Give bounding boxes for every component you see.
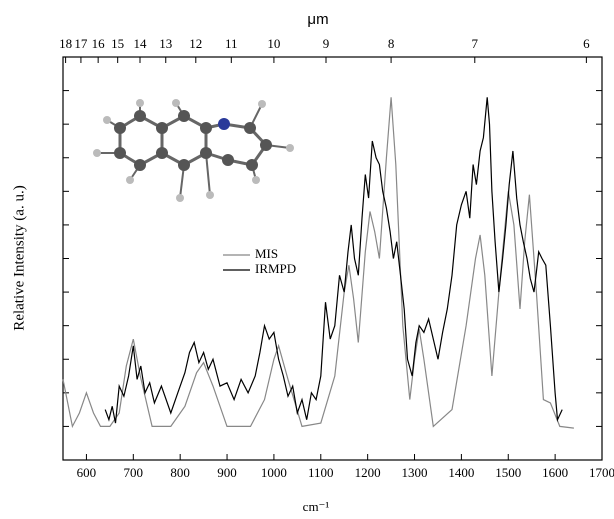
x2-tick-label: 8 [388,36,395,51]
x2-tick-label: 7 [472,36,479,51]
y-axis-label: Relative Intensity (a. u.) [11,185,27,330]
x2-tick-label: 10 [267,36,280,51]
x-tick-label: 1100 [308,465,334,480]
molecule [93,99,294,202]
x-tick-label: 600 [77,465,97,480]
x2-tick-label: 9 [323,36,330,51]
x-tick-label: 700 [124,465,144,480]
x2-tick-label: 6 [583,36,590,51]
x-tick-label: 800 [170,465,190,480]
x2-tick-label: 14 [134,36,148,51]
x-tick-label: 1200 [355,465,381,480]
legend-label: MIS [255,246,278,261]
x-axis-label: cm⁻¹ [303,499,330,514]
x-tick-label: 1400 [448,465,474,480]
x-tick-label: 1600 [542,465,568,480]
x-tick-label: 1500 [495,465,521,480]
x2-axis-label: μm [307,11,328,28]
x2-tick-label: 17 [74,36,88,51]
x2-tick-label: 15 [111,36,124,51]
x-tick-label: 1700 [589,465,614,480]
x2-tick-label: 11 [225,36,238,51]
x-tick-label: 900 [217,465,237,480]
x-tick-label: 1300 [402,465,428,480]
x2-tick-label: 13 [159,36,172,51]
x2-tick-label: 16 [92,36,106,51]
legend-label: IRMPD [255,261,296,276]
x2-tick-label: 12 [189,36,202,51]
x-tick-label: 1000 [261,465,287,480]
x2-tick-label: 18 [59,36,72,51]
series-line [104,97,563,424]
